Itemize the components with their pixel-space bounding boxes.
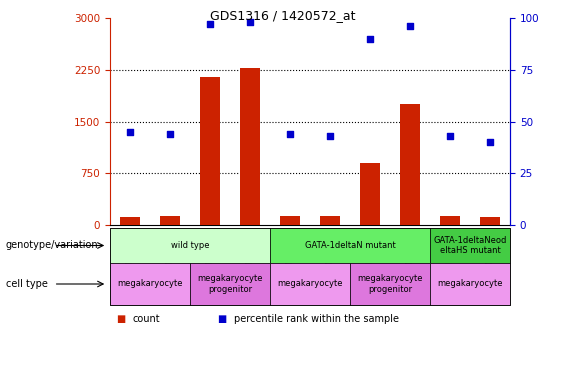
Text: megakaryocyte
progenitor: megakaryocyte progenitor	[357, 274, 423, 294]
Bar	[400, 104, 420, 225]
Text: megakaryocyte
progenitor: megakaryocyte progenitor	[197, 274, 263, 294]
Text: genotype/variation: genotype/variation	[6, 240, 98, 250]
Text: ■: ■	[218, 314, 227, 324]
Text: percentile rank within the sample: percentile rank within the sample	[234, 314, 399, 324]
Text: megakaryocyte: megakaryocyte	[437, 279, 503, 288]
Text: GATA-1deltaN mutant: GATA-1deltaN mutant	[305, 241, 396, 250]
Bar	[160, 216, 180, 225]
Point	[206, 21, 215, 27]
Bar	[320, 216, 340, 225]
Point	[285, 131, 294, 137]
Point	[125, 129, 134, 135]
Text: megakaryocyte: megakaryocyte	[118, 279, 182, 288]
Bar	[440, 216, 460, 225]
Point	[366, 36, 375, 42]
Bar	[120, 217, 140, 225]
Text: GATA-1deltaNeod
eltaHS mutant: GATA-1deltaNeod eltaHS mutant	[433, 236, 507, 255]
Bar	[200, 76, 220, 225]
Point	[406, 23, 415, 29]
Text: wild type: wild type	[171, 241, 209, 250]
Point	[166, 131, 175, 137]
Text: GDS1316 / 1420572_at: GDS1316 / 1420572_at	[210, 9, 355, 22]
Bar	[280, 216, 300, 225]
Text: cell type: cell type	[6, 279, 47, 289]
Text: count: count	[133, 314, 160, 324]
Point	[325, 133, 334, 139]
Bar	[360, 163, 380, 225]
Bar	[240, 68, 260, 225]
Point	[485, 139, 494, 145]
Text: ■: ■	[116, 314, 125, 324]
Point	[445, 133, 454, 139]
Text: megakaryocyte: megakaryocyte	[277, 279, 343, 288]
Point	[245, 19, 254, 25]
Bar	[480, 217, 500, 225]
